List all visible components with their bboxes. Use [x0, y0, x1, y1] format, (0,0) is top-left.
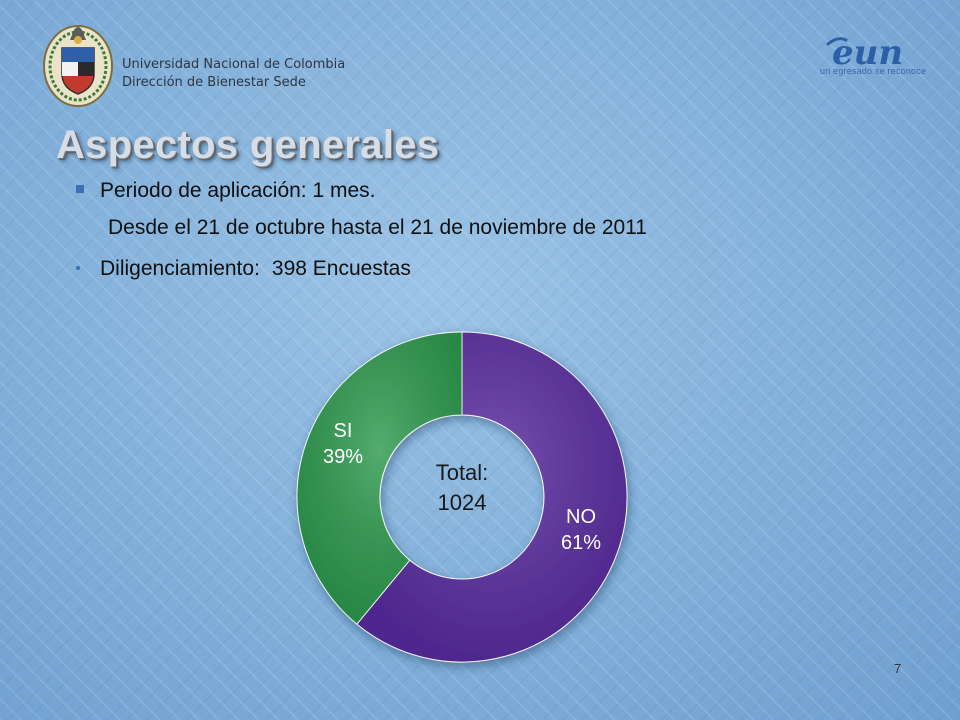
university-seal-icon [43, 25, 113, 107]
slide-title: Aspectos generales [56, 123, 440, 167]
institution-block: Universidad Nacional de Colombia Direcci… [122, 56, 345, 92]
bullet-surveys-label: Diligenciamiento: [100, 257, 260, 280]
square-bullet-icon [76, 185, 84, 193]
donut-center-label: Total: 1024 [436, 460, 489, 515]
data-label-si: SI 39% [323, 420, 363, 468]
data-label-no: NO 61% [561, 506, 601, 554]
round-bullet-icon [76, 266, 80, 270]
page-number: 7 [894, 661, 902, 676]
donut-slice-shading [356, 332, 627, 662]
bullet-surveys-value: 398 Encuestas [271, 257, 411, 280]
bullet-dates: Desde el 21 de octubre hasta el 21 de no… [108, 216, 647, 240]
donut-slice-shading [297, 332, 462, 625]
eun-logo: eun [826, 33, 903, 73]
bullet-surveys: Diligenciamiento: 398 Encuestas [76, 257, 411, 281]
eun-logo-text: eun [832, 33, 903, 73]
eun-tagline: un egresado se reconoce [820, 66, 927, 76]
bullet-period-text: Periodo de aplicación: 1 mes. [100, 179, 376, 202]
institution-name: Universidad Nacional de Colombia [122, 57, 346, 72]
bullet-dates-text: Desde el 21 de octubre hasta el 21 de no… [108, 216, 647, 239]
institution-department: Dirección de Bienestar Sede [122, 75, 306, 90]
bullet-period: Periodo de aplicación: 1 mes. [76, 179, 376, 203]
